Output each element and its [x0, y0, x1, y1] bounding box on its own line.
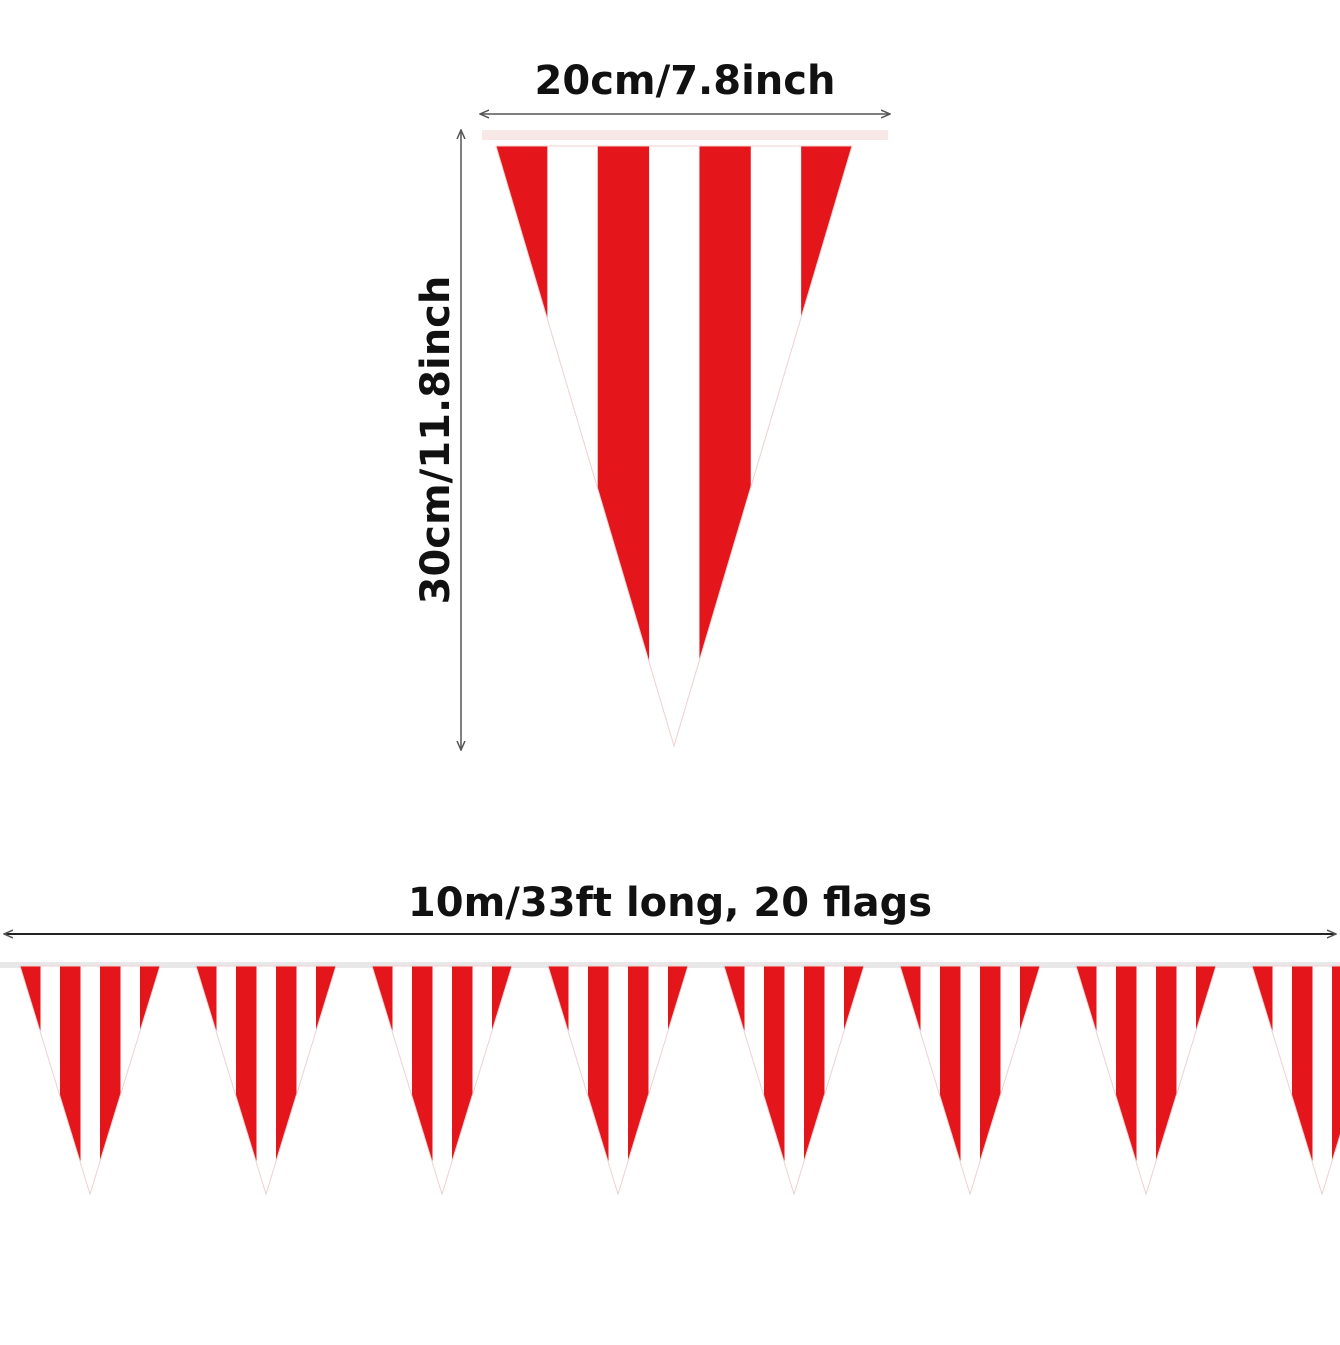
flag-outline: [547, 965, 689, 1196]
flag-outline: [723, 965, 865, 1196]
flag-red-stripe: [100, 966, 121, 1194]
flag-red-stripe: [1020, 966, 1040, 1194]
flag-red-stripe: [804, 966, 825, 1194]
flag-red-stripe: [1116, 966, 1137, 1194]
flag-red-stripe: [628, 966, 649, 1194]
bunting-flag: [1252, 966, 1340, 1194]
flag-red-stripe: [276, 966, 297, 1194]
flag-height-label: 30cm/11.8inch: [413, 275, 459, 605]
flag-outline: [1251, 965, 1340, 1196]
flag-red-stripe: [1196, 966, 1216, 1194]
flag-red-stripe: [496, 146, 548, 746]
bunting-length-label: 10m/33ft long, 20 flags: [407, 880, 933, 926]
bunting-flag: [196, 966, 336, 1194]
flag-white-base: [20, 966, 160, 1194]
flag-outline: [899, 965, 1041, 1196]
bunting-flag: [548, 966, 688, 1194]
flag-red-stripe: [140, 966, 160, 1194]
flag-red-stripe: [492, 966, 512, 1194]
flag-white-base: [496, 146, 852, 746]
flag-width-label: 20cm/7.8inch: [534, 58, 836, 104]
flag-red-stripe: [668, 966, 688, 1194]
flag-red-stripe: [699, 146, 751, 746]
flag-red-stripe: [1332, 966, 1340, 1194]
flag-white-base: [900, 966, 1040, 1194]
flag-red-stripe: [597, 146, 650, 746]
flag-red-stripe: [1156, 966, 1177, 1194]
flag-outline: [1075, 965, 1217, 1196]
flag-outline: [495, 145, 853, 748]
flag-red-stripe: [1292, 966, 1313, 1194]
large-pennant-flag: [496, 146, 852, 746]
flag-red-stripe: [316, 966, 336, 1194]
flag-outline: [371, 965, 513, 1196]
bunting-flag: [900, 966, 1040, 1194]
flag-red-stripe: [940, 966, 961, 1194]
flag-red-stripe: [60, 966, 81, 1194]
flag-outline: [19, 965, 161, 1196]
flag-white-base: [548, 966, 688, 1194]
flag-white-base: [724, 966, 864, 1194]
flag-red-stripe: [801, 146, 852, 746]
flag-red-stripe: [412, 966, 433, 1194]
flag-outline: [195, 965, 337, 1196]
flag-header-band: [482, 130, 888, 140]
bunting-string: [0, 962, 1340, 968]
flag-white-base: [372, 966, 512, 1194]
flag-red-stripe: [588, 966, 609, 1194]
flag-red-stripe: [452, 966, 473, 1194]
flag-red-stripe: [844, 966, 864, 1194]
flag-white-base: [196, 966, 336, 1194]
flag-red-stripe: [236, 966, 257, 1194]
bunting-flag: [724, 966, 864, 1194]
bunting-flag: [1076, 966, 1216, 1194]
flag-white-base: [1076, 966, 1216, 1194]
bunting-flag: [372, 966, 512, 1194]
flag-red-stripe: [764, 966, 785, 1194]
flag-red-stripe: [980, 966, 1001, 1194]
bunting-flag: [20, 966, 160, 1194]
